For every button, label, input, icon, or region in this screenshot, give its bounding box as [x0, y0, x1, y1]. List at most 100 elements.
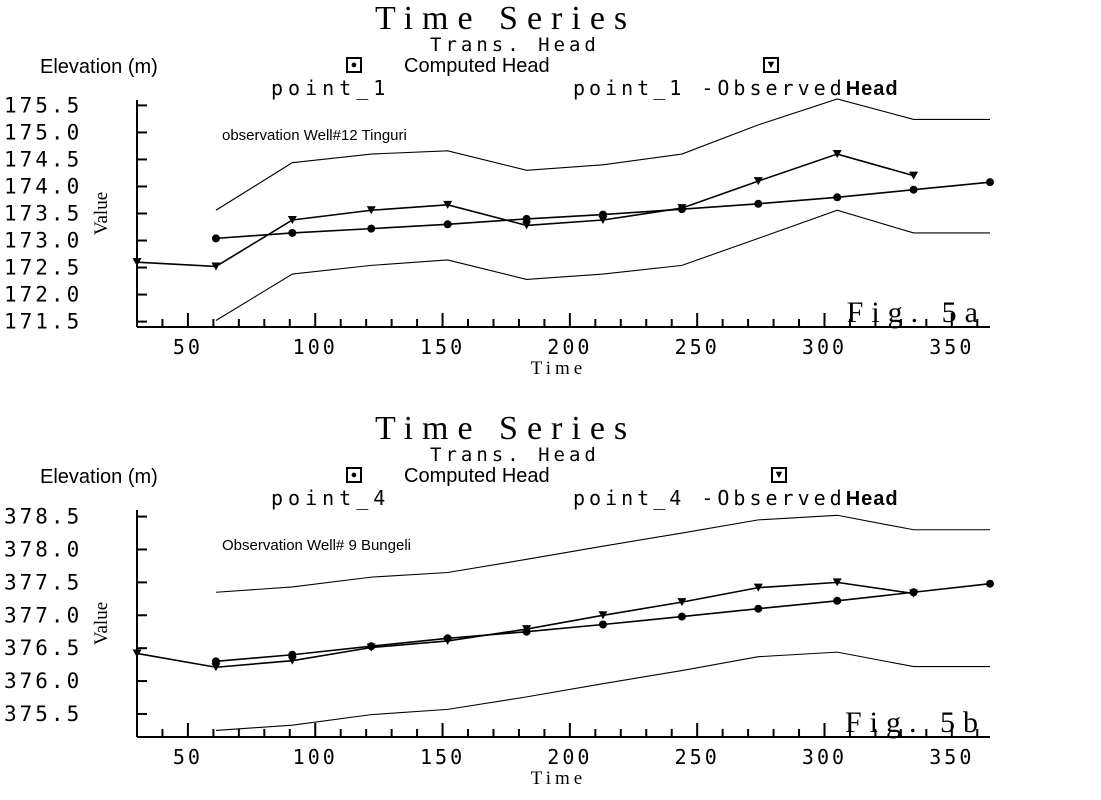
computed-head-point — [443, 220, 452, 229]
legend-series-head-text: Head — [845, 488, 899, 510]
observed-head-point — [366, 206, 376, 215]
y-tick-label: 377.5 — [4, 570, 82, 594]
legend-series-head-text: Head — [845, 78, 899, 100]
observed-head-point — [832, 150, 842, 159]
computed-head-point — [211, 234, 220, 243]
legend-computed-label: Computed Head — [404, 465, 550, 487]
computed-head-point — [833, 596, 842, 605]
figure-label: Fig. 5a — [847, 296, 986, 329]
observed-head-point — [443, 636, 453, 645]
x-tick-label: 150 — [420, 335, 465, 359]
x-tick-label: 200 — [547, 745, 592, 769]
x-tick-label: 100 — [293, 745, 338, 769]
legend-computed-label: Computed Head — [404, 55, 550, 77]
y-tick-label: 378.5 — [4, 505, 82, 529]
observed-head-point — [443, 200, 453, 209]
y-tick-label: 173.0 — [4, 229, 82, 253]
computed-head-point — [986, 579, 994, 588]
observed-head-point — [598, 215, 608, 224]
x-axis-title: Time — [531, 358, 586, 379]
computed-head-point — [833, 193, 842, 202]
chart-panel-b: Time Series Trans. Head Elevation (m) ● … — [0, 410, 1101, 800]
plot-area-b: 50 100 150 200 250 300 350 378.5 378.0 377.5 377.0… — [4, 505, 994, 789]
legend-series-observed: point_1 -ObservedHead — [573, 76, 899, 101]
legend-series-observed-text: point_4 -Observed — [573, 486, 846, 510]
chart-panel-a: Time Series Trans. Head Elevation (m) ● … — [0, 0, 1101, 390]
y-tick-label: 174.5 — [4, 147, 82, 171]
y-tick-label: 171.5 — [4, 310, 82, 334]
observed-head-point — [598, 611, 608, 620]
observed-head-point — [132, 258, 142, 267]
x-tick-label: 100 — [293, 335, 338, 359]
lower-bound-line — [215, 651, 990, 731]
y-tick-label: 172.5 — [4, 256, 82, 280]
x-tick-label: 150 — [420, 745, 465, 769]
observed-head-point — [287, 656, 297, 665]
well-annotation: observation Well#12 Tinguri — [222, 127, 407, 144]
plot-area-a: 50 100 150 200 250 300 350 175.5 175.0 174.5 174.0… — [4, 95, 994, 379]
observed-head-point — [287, 215, 297, 224]
observed-head-point — [677, 598, 687, 607]
legend-computed-marker: ● — [346, 467, 362, 483]
observed-head-point — [132, 649, 142, 658]
legend-series-computed: point_1 — [271, 76, 391, 100]
chart-subtitle: Trans. Head — [430, 444, 600, 466]
observed-head-point — [522, 221, 532, 230]
elevation-label: Elevation (m) — [40, 466, 158, 488]
x-tick-label: 250 — [675, 745, 720, 769]
y-tick-label: 175.5 — [4, 95, 82, 117]
upper-bound-line — [215, 514, 990, 593]
observed-head-point — [522, 625, 532, 634]
observed-head-point — [211, 663, 221, 672]
y-axis-title: Value — [91, 602, 112, 645]
computed-head-point — [754, 604, 763, 613]
y-tick-label: 174.0 — [4, 174, 82, 198]
legend-computed-marker: ● — [346, 57, 362, 73]
x-tick-label: 350 — [929, 745, 974, 769]
y-tick-label: 173.5 — [4, 202, 82, 226]
observed-head-point — [753, 177, 763, 186]
observed-head-point — [909, 171, 919, 180]
legend-observed-marker: ▼ — [763, 57, 779, 73]
y-tick-label: 175.0 — [4, 120, 82, 144]
figure-label: Fig. 5b — [845, 706, 986, 739]
observed-head-point — [753, 583, 763, 592]
observed-head-point — [366, 643, 376, 652]
y-axis-title: Value — [91, 192, 112, 235]
upper-bound-line — [215, 98, 990, 211]
x-tick-label: 50 — [173, 335, 203, 359]
x-tick-label: 250 — [675, 335, 720, 359]
computed-head-point — [288, 228, 297, 237]
legend-observed-marker: ▼ — [771, 467, 787, 483]
y-tick-label: 376.5 — [4, 636, 82, 660]
x-tick-label: 50 — [173, 745, 203, 769]
y-tick-label: 172.0 — [4, 283, 82, 307]
computed-head-point — [522, 214, 531, 223]
computed-head-point — [367, 224, 376, 233]
elevation-label: Elevation (m) — [40, 56, 158, 78]
chart-title: Time Series — [375, 410, 637, 447]
observed-head-line — [136, 153, 914, 268]
x-tick-label: 200 — [547, 335, 592, 359]
x-tick-label: 300 — [802, 335, 847, 359]
x-axis-title: Time — [531, 768, 586, 789]
legend-series-observed: point_4 -ObservedHead — [573, 486, 899, 511]
observed-head-point — [211, 262, 221, 271]
computed-head-point — [986, 178, 994, 187]
x-tick-label: 300 — [802, 745, 847, 769]
y-tick-label: 376.0 — [4, 669, 82, 693]
computed-head-point — [754, 199, 763, 208]
computed-head-point — [909, 185, 918, 194]
y-tick-label: 378.0 — [4, 537, 82, 561]
lower-bound-line — [215, 209, 990, 321]
legend-series-observed-text: point_1 -Observed — [573, 76, 846, 100]
y-tick-label: 375.5 — [4, 702, 82, 726]
observed-head-point — [832, 578, 842, 587]
chart-title: Time Series — [375, 0, 637, 37]
legend-series-computed: point_4 — [271, 486, 391, 510]
observed-head-point — [909, 589, 919, 598]
computed-head-line — [215, 181, 991, 240]
well-annotation: Observation Well# 9 Bungeli — [222, 537, 411, 554]
chart-subtitle: Trans. Head — [430, 34, 600, 56]
observed-head-point — [677, 204, 687, 213]
